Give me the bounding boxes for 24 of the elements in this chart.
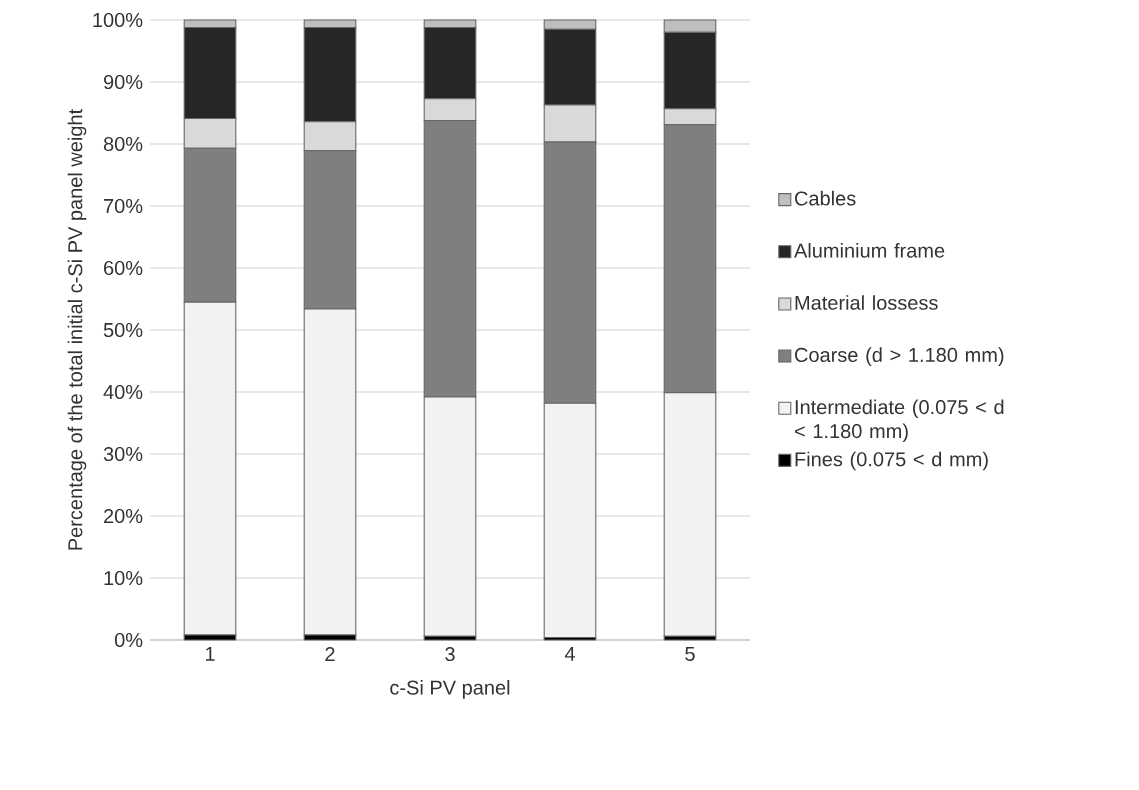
legend-label: Cables <box>795 190 856 206</box>
x-tick-label: 5 <box>685 646 695 661</box>
y-tick-label: 90% <box>103 74 143 90</box>
y-tick-label: 80% <box>103 136 143 152</box>
x-tick-label: 2 <box>325 646 335 661</box>
y-tick-label: 50% <box>103 322 143 338</box>
y-tick-label: 100% <box>93 12 143 28</box>
legend-label: Coarse (d > 1.180 mm) <box>795 347 1004 366</box>
y-tick-label: 70% <box>104 198 143 214</box>
legend-label: Fines (0.075 < d mm) <box>795 451 988 471</box>
x-tick-label: 4 <box>564 646 575 661</box>
x-axis-title: c-Si PV panel <box>390 680 510 699</box>
y-tick-label: 10% <box>104 570 143 586</box>
legend-label: Material lossess <box>795 295 938 310</box>
y-tick-label: 40% <box>103 384 143 400</box>
y-tick-label: 20% <box>104 508 143 524</box>
x-tick-label: 1 <box>205 646 215 661</box>
legend-label: Intermediate (0.075 < d < 1.180 mm) <box>794 399 1004 443</box>
y-axis-title: Percentage of the total initial c-Si PV panel weight <box>67 108 87 550</box>
legend-label: Aluminium frame <box>794 243 945 258</box>
y-tick-label: 60% <box>104 260 143 276</box>
y-tick-label: 0% <box>114 632 143 648</box>
y-tick-label: 30% <box>103 446 143 462</box>
x-tick-label: 3 <box>445 646 455 662</box>
